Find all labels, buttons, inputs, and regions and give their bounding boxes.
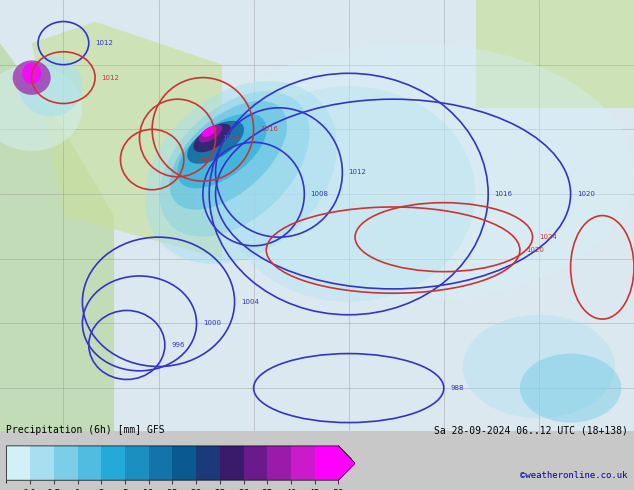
Text: Precipitation (6h) [mm] GFS: Precipitation (6h) [mm] GFS [6, 425, 165, 435]
Text: 1000: 1000 [203, 320, 221, 326]
Ellipse shape [520, 354, 621, 422]
Text: 1004: 1004 [241, 299, 259, 305]
Ellipse shape [19, 56, 82, 117]
Polygon shape [32, 22, 222, 259]
Ellipse shape [222, 86, 476, 302]
Text: ©weatheronline.co.uk: ©weatheronline.co.uk [520, 471, 628, 480]
Ellipse shape [463, 315, 615, 418]
Text: 1020: 1020 [526, 247, 544, 253]
Text: 996: 996 [171, 342, 184, 348]
Ellipse shape [202, 126, 216, 137]
Ellipse shape [169, 101, 287, 210]
Ellipse shape [198, 125, 223, 143]
Ellipse shape [187, 121, 244, 164]
Text: 1016: 1016 [495, 191, 512, 197]
Text: 1020: 1020 [190, 156, 208, 163]
Text: 1016: 1016 [260, 126, 278, 132]
Ellipse shape [178, 114, 266, 188]
Text: 988: 988 [450, 385, 463, 391]
Text: Sa 28-09-2024 06..12 UTC (18+138): Sa 28-09-2024 06..12 UTC (18+138) [434, 425, 628, 435]
PathPatch shape [339, 446, 355, 480]
Text: 1008: 1008 [311, 191, 328, 197]
Text: 1012: 1012 [349, 170, 366, 175]
Text: 1012: 1012 [95, 40, 113, 46]
Ellipse shape [145, 81, 337, 264]
Polygon shape [476, 0, 634, 108]
Text: 1024: 1024 [539, 234, 557, 240]
Text: 1020: 1020 [577, 191, 595, 197]
Text: 1018: 1018 [222, 135, 240, 141]
Text: 1012: 1012 [101, 74, 119, 81]
Ellipse shape [190, 43, 634, 302]
Ellipse shape [13, 60, 51, 95]
Ellipse shape [193, 123, 231, 152]
Ellipse shape [22, 63, 41, 84]
Polygon shape [0, 0, 114, 431]
Ellipse shape [0, 65, 82, 151]
Ellipse shape [160, 91, 309, 237]
